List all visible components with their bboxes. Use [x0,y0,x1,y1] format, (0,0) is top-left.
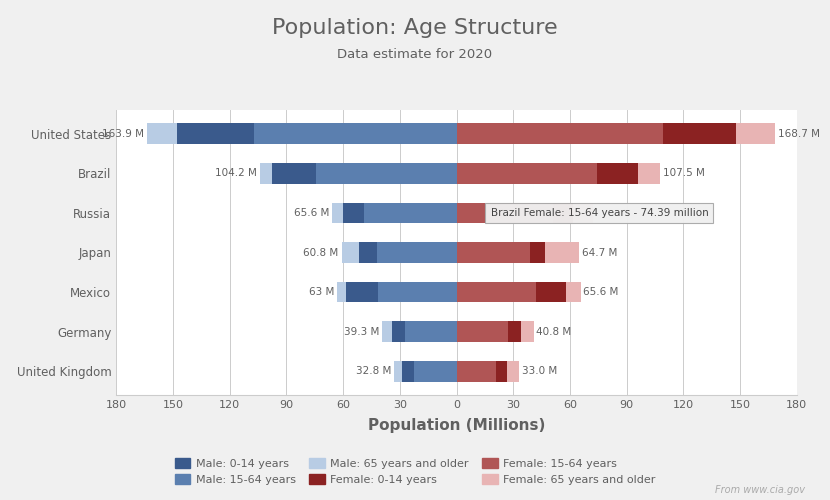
Bar [377,242,456,263]
Text: 104.2 M: 104.2 M [215,168,256,178]
Bar [553,202,573,223]
Bar [457,242,530,263]
Bar [573,202,593,223]
Bar [364,202,457,223]
Bar [530,242,545,263]
Bar [457,361,496,382]
Bar [536,282,566,302]
Bar [342,242,359,263]
X-axis label: Population (Millions): Population (Millions) [368,418,545,433]
Bar [177,124,254,144]
Bar [457,124,662,144]
Bar [736,124,775,144]
Bar [496,361,506,382]
Bar [520,322,534,342]
Bar [405,322,456,342]
Bar [272,163,316,184]
Bar [316,163,457,184]
Text: 65.6 M: 65.6 M [295,208,330,218]
Bar [343,202,364,223]
Text: Brazil Female: 15-64 years - 74.39 million: Brazil Female: 15-64 years - 74.39 milli… [491,208,708,218]
Bar [378,282,457,302]
Bar [346,282,378,302]
Text: 32.8 M: 32.8 M [356,366,392,376]
Text: 168.7 M: 168.7 M [779,128,820,138]
Bar [509,322,520,342]
Text: 63 M: 63 M [310,287,334,297]
Bar [457,282,536,302]
Bar [414,361,457,382]
Text: 40.8 M: 40.8 M [536,326,572,336]
Bar [333,202,343,223]
Bar [394,361,403,382]
Bar [545,242,579,263]
Bar [457,163,597,184]
Bar [457,322,509,342]
Bar [359,242,377,263]
Text: Data estimate for 2020: Data estimate for 2020 [338,48,492,60]
Text: 163.9 M: 163.9 M [102,128,144,138]
Text: 33.0 M: 33.0 M [522,366,557,376]
Bar [662,124,736,144]
Text: Population: Age Structure: Population: Age Structure [272,18,558,38]
Text: 60.8 M: 60.8 M [304,248,339,258]
Bar [382,322,392,342]
Text: 107.5 M: 107.5 M [662,168,705,178]
Bar [506,361,519,382]
Bar [457,202,553,223]
Bar [597,163,637,184]
Bar [337,282,346,302]
Text: From www.cia.gov: From www.cia.gov [715,485,805,495]
Bar [637,163,660,184]
Bar [147,124,177,144]
Legend: Male: 0-14 years, Male: 15-64 years, Male: 65 years and older, Female: 0-14 year: Male: 0-14 years, Male: 15-64 years, Mal… [170,454,660,490]
Bar [403,361,414,382]
Text: 39.3 M: 39.3 M [344,326,379,336]
Bar [566,282,580,302]
Bar [260,163,272,184]
Bar [254,124,456,144]
Bar [392,322,405,342]
Text: 65.6 M: 65.6 M [583,287,618,297]
Text: 64.7 M: 64.7 M [582,248,617,258]
